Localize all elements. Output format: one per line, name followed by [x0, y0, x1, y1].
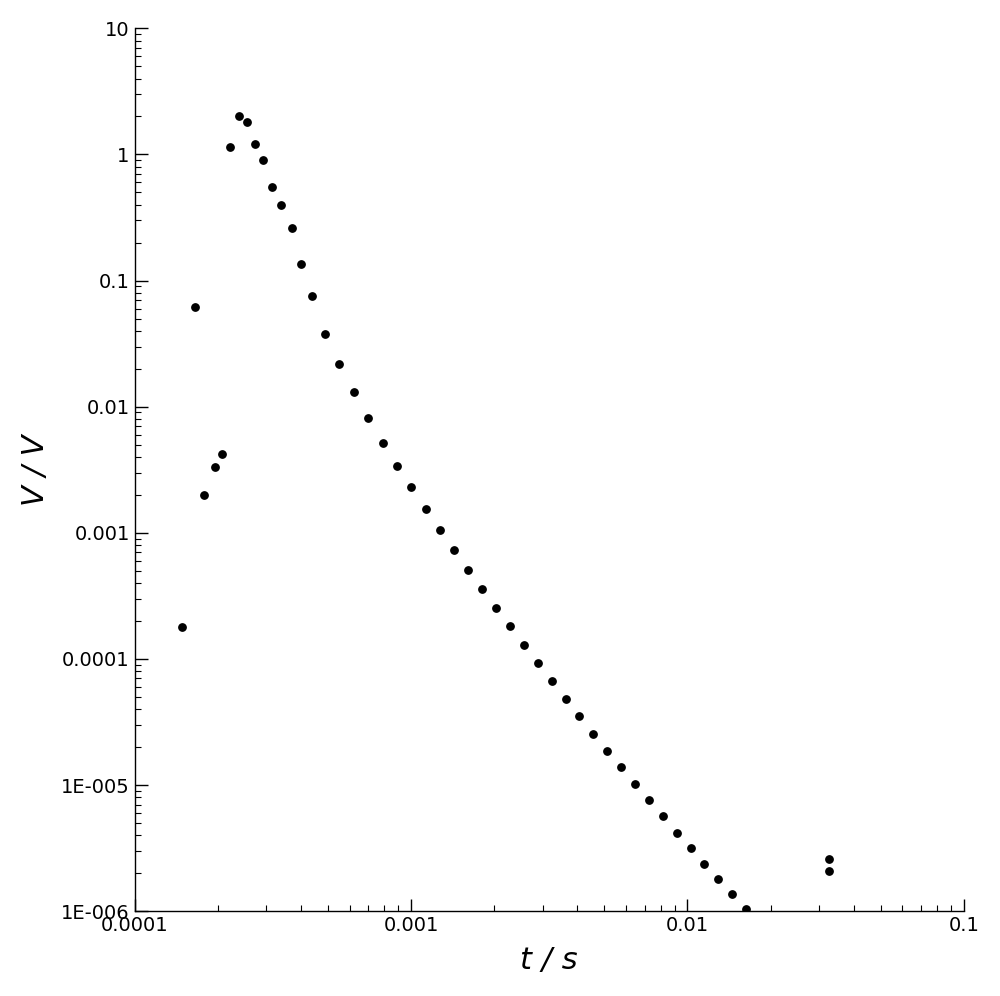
Point	[418, 501, 434, 517]
Point	[239, 115, 255, 130]
Point	[544, 673, 560, 689]
Point	[558, 691, 574, 707]
Point	[214, 446, 230, 462]
Point	[264, 179, 280, 195]
Point	[403, 479, 419, 495]
Point	[222, 138, 238, 154]
Point	[375, 434, 391, 450]
Point	[696, 856, 712, 872]
Point	[273, 196, 289, 212]
Point	[655, 809, 671, 825]
Point	[627, 776, 643, 792]
Point	[293, 256, 309, 272]
Point	[231, 109, 247, 124]
Point	[389, 458, 405, 474]
Y-axis label: V / V: V / V	[21, 434, 50, 506]
Point	[360, 409, 376, 425]
Point	[794, 958, 810, 974]
Point	[255, 152, 271, 168]
Point	[317, 326, 333, 342]
Point	[766, 930, 782, 946]
X-axis label: t / s: t / s	[520, 946, 578, 975]
Point	[502, 619, 518, 634]
Point	[683, 841, 699, 857]
Point	[446, 542, 462, 558]
Point	[807, 972, 823, 988]
Point	[613, 760, 629, 776]
Point	[304, 289, 320, 305]
Point	[780, 944, 796, 960]
Point	[710, 872, 726, 887]
Point	[585, 726, 601, 742]
Point	[247, 136, 263, 152]
Point	[738, 901, 754, 917]
Point	[821, 851, 837, 867]
Point	[752, 916, 768, 932]
Point	[599, 743, 615, 759]
Point	[187, 299, 203, 315]
Point	[432, 522, 448, 538]
Point	[669, 825, 685, 841]
Point	[530, 655, 546, 671]
Point	[641, 792, 657, 808]
Point	[460, 562, 476, 578]
Point	[174, 619, 190, 634]
Point	[821, 863, 837, 878]
Point	[196, 487, 212, 503]
Point	[571, 708, 587, 724]
Point	[516, 636, 532, 652]
Point	[284, 220, 300, 236]
Point	[474, 581, 490, 597]
Point	[488, 600, 504, 616]
Point	[207, 459, 223, 475]
Point	[331, 356, 347, 372]
Point	[346, 384, 362, 400]
Point	[724, 886, 740, 902]
